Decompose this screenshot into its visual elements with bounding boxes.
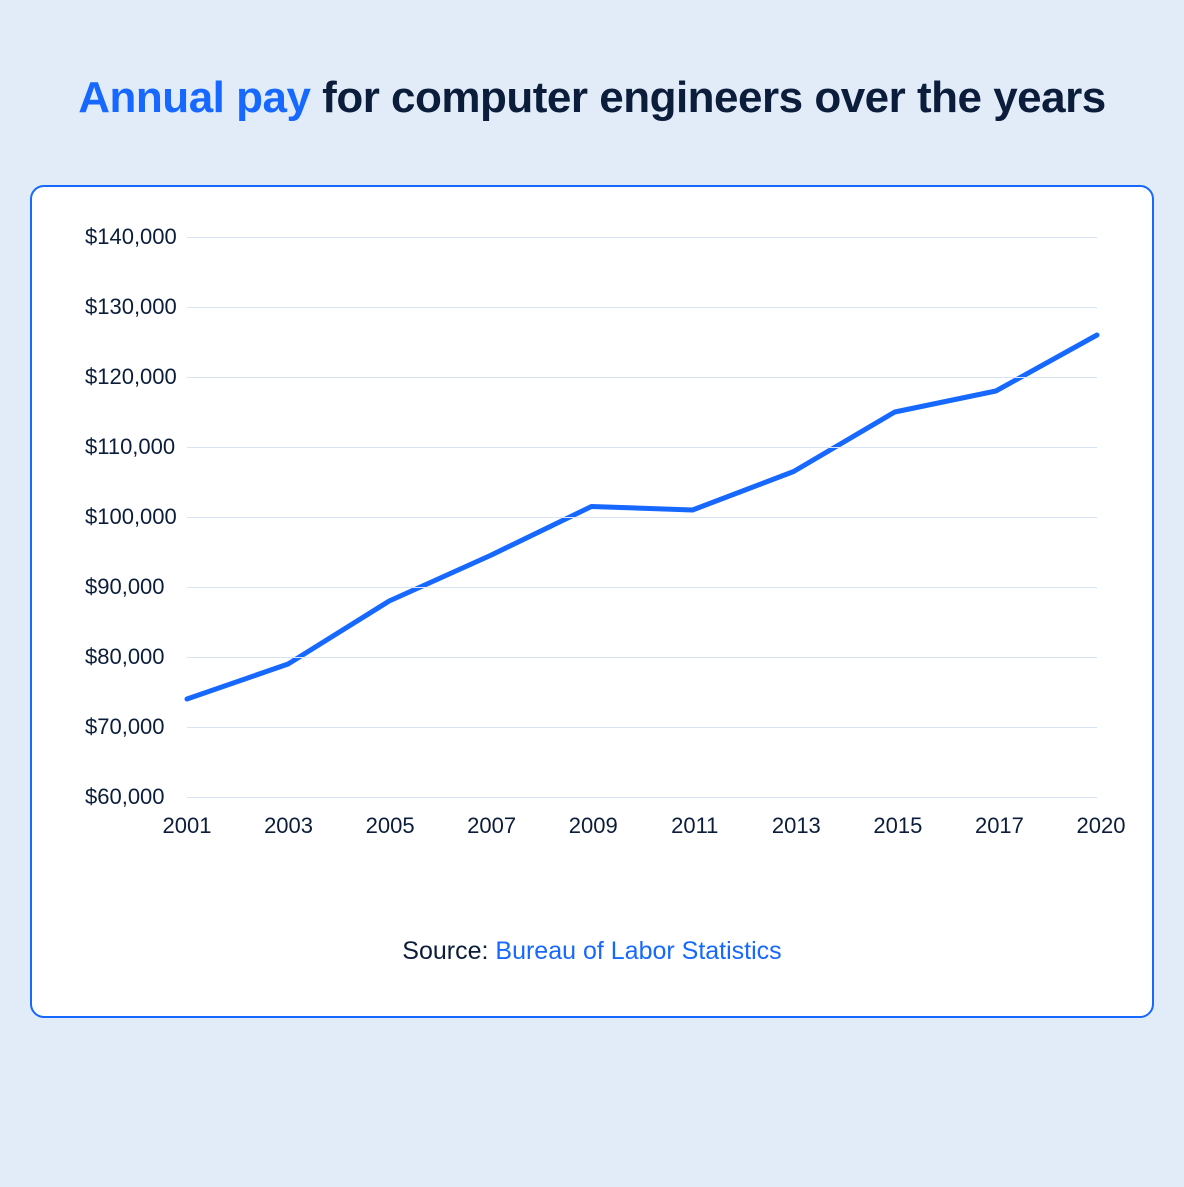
title-rest: for computer engineers over the years (310, 73, 1105, 122)
chart-area: $60,000 $70,000 $80,000 $90,000 $100,000 $110… (77, 227, 1107, 867)
y-axis-label: $100,000 (77, 504, 177, 530)
x-axis-label: 2001 (163, 813, 212, 839)
title-highlight: Annual pay (78, 73, 310, 122)
x-axis-label: 2017 (975, 813, 1024, 839)
gridline (187, 377, 1097, 378)
y-axis-label: $80,000 (77, 644, 177, 670)
x-axis-label: 2011 (671, 813, 718, 839)
gridline (187, 237, 1097, 238)
gridline (187, 517, 1097, 518)
gridline (187, 447, 1097, 448)
y-axis-label: $110,000 (77, 434, 177, 460)
y-axis-label: $60,000 (77, 784, 177, 810)
source-link[interactable]: Bureau of Labor Statistics (495, 937, 781, 965)
source-line: Source: Bureau of Labor Statistics (77, 937, 1107, 966)
chart-card: $60,000 $70,000 $80,000 $90,000 $100,000 $110… (30, 185, 1154, 1018)
page-container: Annual pay for computer engineers over t… (0, 0, 1184, 1187)
chart-title: Annual pay for computer engineers over t… (30, 70, 1154, 125)
x-axis-label: 2015 (873, 813, 922, 839)
x-axis-label: 2013 (772, 813, 821, 839)
plot-region (187, 237, 1097, 797)
gridline (187, 797, 1097, 798)
x-axis-label: 2009 (569, 813, 618, 839)
gridline (187, 727, 1097, 728)
source-prefix: Source: (402, 937, 495, 965)
x-axis-label: 2020 (1077, 813, 1126, 839)
x-axis-label: 2007 (467, 813, 516, 839)
y-axis-label: $70,000 (77, 714, 177, 740)
x-axis-label: 2003 (264, 813, 313, 839)
y-axis-label: $120,000 (77, 364, 177, 390)
y-axis-label: $130,000 (77, 294, 177, 320)
x-axis-label: 2005 (366, 813, 415, 839)
gridline (187, 587, 1097, 588)
y-axis-label: $90,000 (77, 574, 177, 600)
gridline (187, 657, 1097, 658)
gridline (187, 307, 1097, 308)
y-axis-label: $140,000 (77, 224, 177, 250)
